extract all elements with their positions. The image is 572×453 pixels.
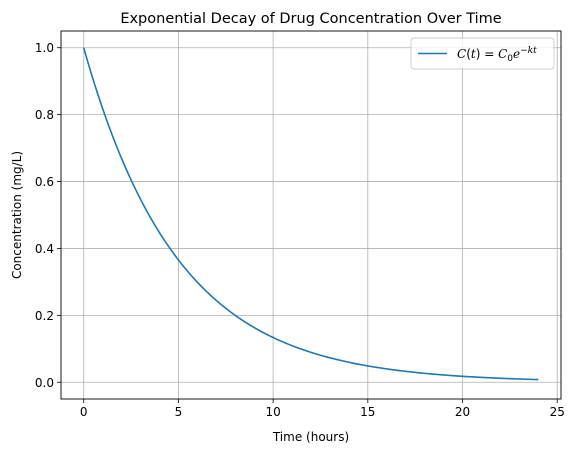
x-tick-label: 25 [550, 405, 565, 419]
legend: C(t) = C0e−kt [410, 37, 555, 70]
x-tick-label: 20 [455, 405, 470, 419]
chart-title: Exponential Decay of Drug Concentration … [120, 11, 501, 27]
legend-entry: C(t) = C0e−kt [457, 46, 537, 64]
y-axis-label: Concentration (mg/L) [10, 151, 24, 279]
y-tick-label: 1.0 [35, 41, 54, 55]
y-tick-label: 0.0 [35, 376, 54, 390]
x-tick-label: 0 [80, 405, 88, 419]
series-layer [82, 47, 539, 381]
y-ticks: 0.0 0.2 0.4 0.6 0.8 1.0 [35, 41, 61, 390]
legend-box [410, 37, 555, 70]
x-ticks: 0 5 10 15 20 25 [80, 399, 565, 419]
y-tick-label: 0.2 [35, 309, 54, 323]
y-tick-label: 0.6 [35, 175, 54, 189]
plot-frame [60, 30, 562, 400]
grid [61, 31, 561, 399]
x-tick-label: 5 [175, 405, 183, 419]
y-tick-label: 0.8 [35, 108, 54, 122]
series-line [82, 47, 539, 381]
x-tick-label: 15 [360, 405, 375, 419]
y-tick-label: 0.4 [35, 242, 54, 256]
x-tick-label: 10 [265, 405, 280, 419]
x-axis-label: Time (hours) [272, 430, 349, 444]
